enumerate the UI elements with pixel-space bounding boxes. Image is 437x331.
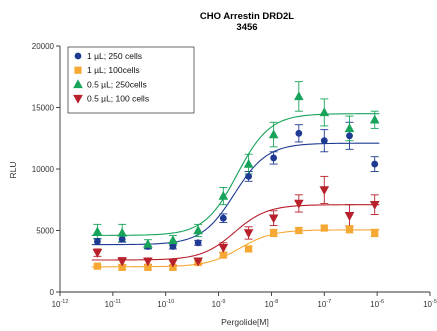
x-tick-base: 10 — [317, 300, 326, 309]
data-point-series-2 — [270, 229, 278, 237]
legend-label-3: 0.5 µL; 250cells — [87, 79, 147, 89]
x-tick-exponent: -6 — [379, 299, 384, 305]
x-tick-exponent: -5 — [432, 299, 437, 305]
legend-marker-1 — [74, 52, 82, 60]
x-tick-label: 10-11 — [105, 299, 121, 309]
data-point-series-2 — [371, 229, 379, 237]
data-point-series-4 — [319, 186, 330, 196]
legend-marker-2 — [74, 66, 82, 74]
y-tick-label: 0 — [50, 288, 55, 297]
legend-marker-3 — [73, 79, 83, 89]
data-point-series-1 — [94, 238, 101, 245]
x-tick-base: 10 — [370, 300, 379, 309]
data-point-series-3 — [92, 226, 103, 236]
chart-title: CHO Arrestin DRD2L — [200, 11, 294, 22]
legend-box — [67, 46, 195, 114]
x-tick-label: 10-8 — [265, 299, 279, 309]
fit-curve-series-3 — [91, 113, 380, 236]
x-tick-base: 10 — [265, 300, 274, 309]
data-point-series-1 — [371, 160, 379, 168]
x-tick-label: 10-6 — [370, 299, 384, 309]
fit-curve-series-1 — [91, 142, 380, 246]
data-point-series-1 — [219, 214, 227, 222]
x-tick-exponent: -11 — [114, 299, 122, 305]
y-tick-label: 20000 — [32, 42, 55, 51]
data-point-series-4 — [92, 248, 103, 258]
data-point-series-2 — [219, 251, 227, 259]
x-tick-base: 10 — [212, 300, 221, 309]
data-point-series-4 — [117, 257, 127, 267]
legend: 1 µL; 250 cells 1 µL; 100cells 0.5 µL; 250… — [67, 46, 195, 114]
data-point-series-4 — [369, 200, 380, 210]
x-tick-exponent: -7 — [326, 299, 331, 305]
data-point-series-3 — [294, 91, 304, 101]
data-point-series-3 — [319, 107, 330, 117]
data-point-series-4 — [344, 212, 355, 221]
x-tick-base: 10 — [423, 300, 432, 309]
x-tick-exponent: -8 — [273, 299, 278, 305]
data-point-series-2 — [93, 262, 102, 270]
data-markers — [92, 91, 380, 271]
data-point-series-1 — [169, 243, 177, 250]
legend-label-2: 1 µL; 100cells — [87, 65, 140, 75]
data-point-series-1 — [320, 137, 328, 145]
data-point-series-4 — [218, 244, 229, 253]
legend-label-1: 1 µL; 250 cells — [87, 51, 142, 61]
data-point-series-1 — [295, 129, 303, 137]
fit-curve-series-4 — [91, 204, 380, 261]
x-tick-exponent: -12 — [60, 299, 68, 305]
data-point-series-3 — [143, 238, 153, 248]
x-axis-label: Pergolide[M] — [221, 317, 269, 327]
data-point-series-2 — [345, 225, 354, 233]
legend-label-4: 0.5 µL; 100 cells — [87, 94, 149, 104]
data-point-series-3 — [218, 190, 229, 200]
data-point-series-4 — [143, 257, 153, 267]
data-point-series-2 — [118, 263, 126, 271]
data-point-series-3 — [117, 227, 127, 237]
data-point-series-3 — [369, 114, 380, 124]
x-tick-label: 10-10 — [157, 299, 174, 309]
x-tick-base: 10 — [52, 300, 61, 309]
x-tick-label: 10-5 — [423, 299, 437, 309]
data-point-series-2 — [144, 263, 152, 271]
x-tick-base: 10 — [105, 300, 114, 309]
data-point-series-1 — [118, 235, 126, 243]
x-tick-base: 10 — [157, 300, 166, 309]
y-tick-label: 5000 — [36, 227, 54, 236]
x-tick-label: 10-12 — [52, 299, 69, 309]
chart-subtitle: 3456 — [236, 22, 257, 33]
x-tick-exponent: -10 — [166, 299, 174, 305]
data-point-series-3 — [168, 235, 178, 245]
data-point-series-2 — [245, 245, 253, 253]
data-point-series-3 — [243, 158, 254, 168]
data-point-series-3 — [344, 123, 355, 133]
x-tick-label: 10-9 — [212, 299, 226, 309]
data-point-series-1 — [245, 172, 253, 180]
data-point-series-2 — [295, 226, 303, 235]
data-point-series-4 — [268, 214, 279, 224]
legend-marker-4 — [73, 94, 83, 104]
data-point-series-2 — [320, 224, 328, 232]
data-point-series-1 — [270, 154, 278, 162]
y-tick-label: 15000 — [32, 104, 55, 113]
fit-curve-series-2 — [91, 229, 380, 268]
data-point-series-4 — [243, 229, 254, 239]
data-point-series-4 — [193, 257, 203, 267]
data-point-series-1 — [194, 239, 202, 247]
data-point-series-1 — [346, 132, 353, 140]
fit-curves — [91, 113, 380, 268]
data-point-series-3 — [193, 225, 203, 235]
x-tick-label: 10-7 — [317, 299, 331, 309]
y-tick-label: 10000 — [32, 165, 55, 174]
y-axis-label: RLU — [8, 161, 18, 178]
data-point-series-3 — [268, 129, 279, 139]
data-point-series-4 — [294, 199, 304, 209]
x-tick-exponent: -9 — [221, 299, 226, 305]
data-point-series-4 — [168, 258, 178, 268]
